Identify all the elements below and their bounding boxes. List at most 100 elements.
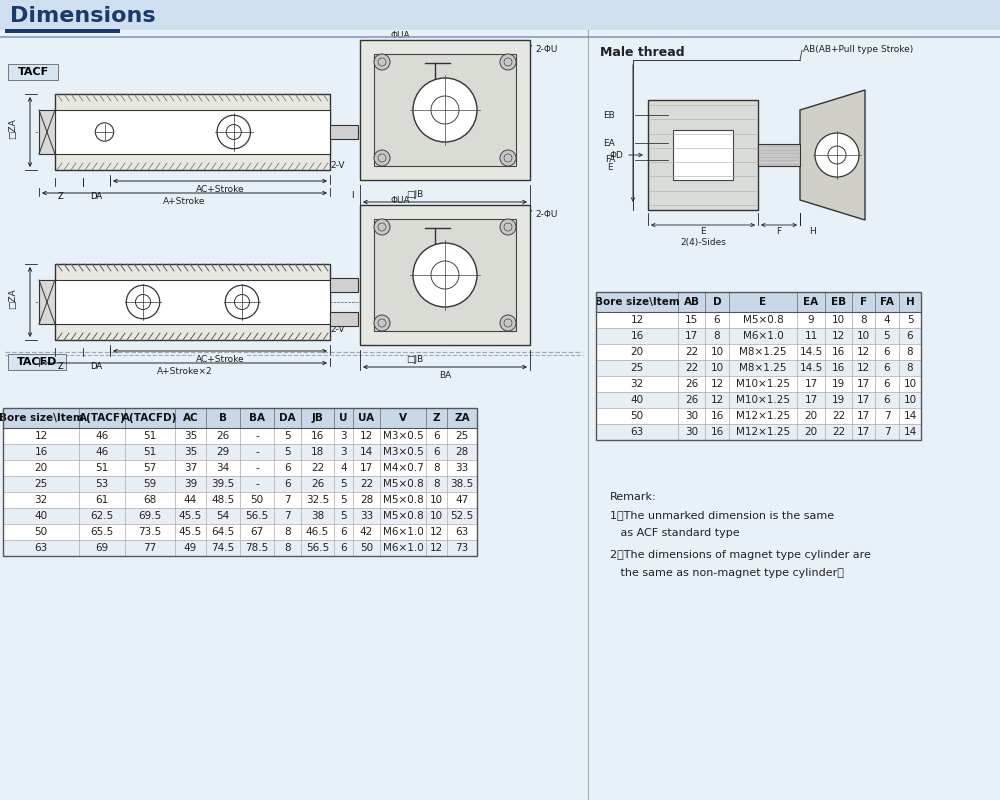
Text: M6×1.0: M6×1.0 [383, 543, 423, 553]
Text: 10: 10 [903, 395, 917, 405]
Text: 7: 7 [284, 495, 291, 505]
Text: Z: Z [57, 192, 63, 201]
Text: 22: 22 [832, 427, 845, 437]
Text: 22: 22 [685, 363, 698, 373]
Text: 35: 35 [184, 431, 197, 441]
Text: 30: 30 [685, 427, 698, 437]
Text: F: F [860, 297, 867, 307]
Text: □ZA: □ZA [8, 118, 18, 139]
Text: 45.5: 45.5 [179, 511, 202, 521]
Text: 12: 12 [360, 431, 373, 441]
Text: 77: 77 [143, 543, 157, 553]
Text: 9: 9 [808, 315, 814, 325]
Text: 46.5: 46.5 [306, 527, 329, 537]
Bar [3, 476, 477, 492]
Bar [758, 144, 800, 166]
Text: M6×1.0: M6×1.0 [383, 527, 423, 537]
Text: 18: 18 [311, 447, 324, 457]
Text: 53: 53 [95, 479, 109, 489]
Text: 16: 16 [630, 331, 644, 341]
Text: 17: 17 [360, 463, 373, 473]
Text: 8: 8 [907, 363, 913, 373]
Text: AC+Stroke: AC+Stroke [196, 185, 244, 194]
Text: 20: 20 [804, 427, 818, 437]
Bar [374, 219, 516, 331]
Bar [55, 110, 330, 154]
Text: D: D [713, 297, 721, 307]
Text: 17: 17 [804, 379, 818, 389]
Text: 38.5: 38.5 [450, 479, 474, 489]
Text: 52.5: 52.5 [450, 511, 474, 521]
Text: 48.5: 48.5 [211, 495, 235, 505]
Text: 5: 5 [340, 479, 347, 489]
Text: 63: 63 [455, 527, 469, 537]
Text: 6: 6 [884, 395, 890, 405]
Text: M12×1.25: M12×1.25 [736, 411, 790, 421]
Text: 22: 22 [311, 463, 324, 473]
Text: M8×1.25: M8×1.25 [739, 363, 787, 373]
Text: 14.5: 14.5 [799, 347, 823, 357]
Circle shape [500, 54, 516, 70]
Text: M10×1.25: M10×1.25 [736, 379, 790, 389]
Text: 65.5: 65.5 [90, 527, 114, 537]
Text: □JB: □JB [406, 355, 424, 364]
Text: M5×0.8: M5×0.8 [743, 315, 783, 325]
Text: 50: 50 [250, 495, 264, 505]
Text: Bore size\Item: Bore size\Item [0, 413, 83, 423]
Text: □ZA: □ZA [8, 289, 18, 310]
Text: 63: 63 [630, 427, 644, 437]
Text: DA: DA [90, 362, 102, 371]
Text: 38: 38 [311, 511, 324, 521]
Bar [0, 0, 1000, 30]
Bar [596, 424, 921, 440]
Text: UA: UA [358, 413, 375, 423]
Text: 14.5: 14.5 [799, 363, 823, 373]
Text: BA: BA [249, 413, 265, 423]
Text: M3×0.5: M3×0.5 [383, 431, 423, 441]
Text: M12×1.25: M12×1.25 [736, 427, 790, 437]
Text: 10: 10 [710, 363, 724, 373]
Bar [596, 360, 921, 376]
Text: 67: 67 [250, 527, 264, 537]
Text: 11: 11 [804, 331, 818, 341]
Text: 10: 10 [903, 379, 917, 389]
Bar [596, 292, 921, 440]
Text: 46: 46 [95, 431, 109, 441]
Text: 6: 6 [284, 463, 291, 473]
Text: 45.5: 45.5 [179, 527, 202, 537]
Text: AB(AB+Pull type Stroke): AB(AB+Pull type Stroke) [803, 46, 913, 54]
Text: 42: 42 [360, 527, 373, 537]
Bar [360, 40, 530, 180]
Text: 22: 22 [832, 411, 845, 421]
Text: -: - [255, 431, 259, 441]
Text: 19: 19 [832, 379, 845, 389]
Text: 62.5: 62.5 [90, 511, 114, 521]
Text: Remark:: Remark: [610, 492, 657, 502]
Text: 20: 20 [804, 411, 818, 421]
Bar [596, 392, 921, 408]
Text: DA: DA [90, 192, 102, 201]
Circle shape [413, 78, 477, 142]
Text: 17: 17 [685, 331, 698, 341]
Text: 25: 25 [34, 479, 48, 489]
Bar [330, 278, 358, 292]
Bar [3, 408, 477, 428]
Text: 26: 26 [685, 379, 698, 389]
Text: 12: 12 [857, 363, 870, 373]
Text: 20: 20 [34, 463, 48, 473]
Text: 14: 14 [903, 427, 917, 437]
Circle shape [413, 243, 477, 307]
Text: 16: 16 [311, 431, 324, 441]
Text: 28: 28 [455, 447, 469, 457]
Text: 8: 8 [714, 331, 720, 341]
Text: 10: 10 [430, 511, 443, 521]
Text: M6×1.0: M6×1.0 [743, 331, 783, 341]
Circle shape [374, 315, 390, 331]
Text: 2-V: 2-V [330, 161, 345, 170]
Text: AC: AC [183, 413, 198, 423]
Circle shape [815, 133, 859, 177]
Text: 5: 5 [284, 447, 291, 457]
Text: 57: 57 [143, 463, 157, 473]
Text: 12: 12 [430, 543, 443, 553]
Text: 5: 5 [340, 495, 347, 505]
